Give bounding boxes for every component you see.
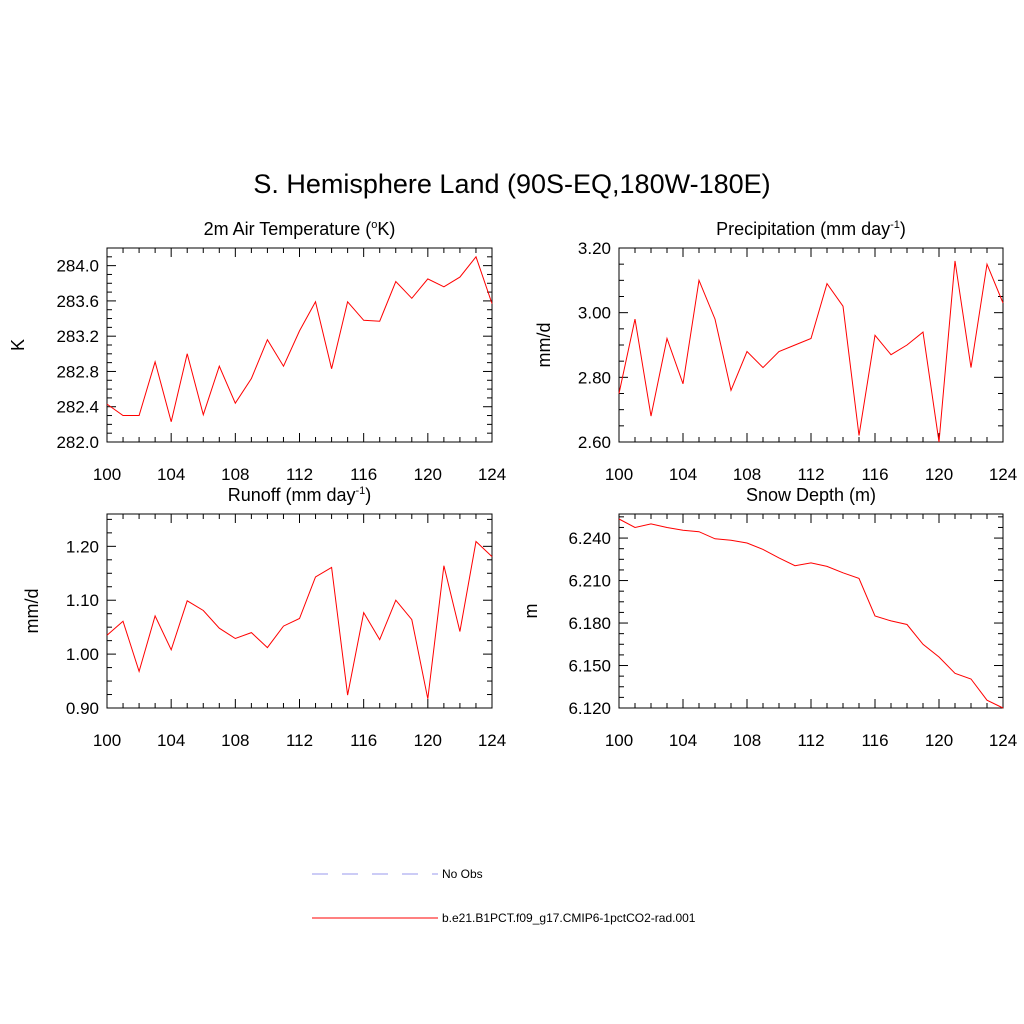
y-axis-label: mm/d [22, 589, 42, 634]
plot-frame [106, 247, 493, 443]
x-tick-label: 116 [350, 465, 377, 484]
y-tick-label: 283.6 [56, 292, 99, 311]
x-tick-label: 108 [221, 731, 249, 750]
y-tick-label: 6.150 [568, 657, 611, 676]
y-axis-label: mm/d [534, 323, 554, 368]
series-line-runoff [106, 540, 493, 699]
x-tick-label: 112 [286, 465, 313, 484]
x-tick-label: 120 [925, 465, 953, 484]
panel-title-snow-depth: Snow Depth (m) [746, 485, 876, 505]
main-title: S. Hemisphere Land (90S-EQ,180W-180E) [253, 169, 770, 199]
chart-panel-precipitation: 100 104 108 112 116 120 124 2.60 2.80 3.00 3.20 mm/… [534, 219, 1017, 484]
x-tick-label: 112 [286, 731, 313, 750]
plot-frame [618, 247, 1004, 443]
panel-title-runoff: Runoff (mm day-1) [228, 485, 372, 505]
x-tick-label: 100 [605, 731, 633, 750]
legend: No Obs b.e21.B1PCT.f09_g17.CMIP6-1pctCO2… [312, 867, 696, 925]
x-tick-label: 124 [989, 465, 1017, 484]
x-tick-label: 124 [478, 465, 506, 484]
x-tick-label: 104 [669, 465, 697, 484]
x-tick-label: 116 [861, 731, 888, 750]
y-tick-label: 284.0 [56, 257, 99, 276]
x-tick-label: 116 [861, 465, 888, 484]
y-tick-label: 1.10 [66, 591, 99, 610]
series-line-precipitation [618, 260, 1004, 443]
x-tick-label: 104 [157, 731, 185, 750]
x-tick-label: 104 [669, 731, 697, 750]
x-tick-label: 120 [414, 731, 442, 750]
y-tick-label: 0.90 [66, 699, 99, 718]
x-tick-label: 124 [478, 731, 506, 750]
y-tick-label: 282.0 [56, 433, 99, 452]
x-tick-label: 108 [733, 465, 761, 484]
y-tick-label: 283.2 [56, 327, 99, 346]
panel-title-precipitation: Precipitation (mm day-1) [716, 219, 906, 239]
y-tick-label: 3.00 [578, 304, 611, 323]
x-tick-label: 112 [797, 465, 824, 484]
y-tick-label: 282.4 [56, 398, 99, 417]
x-tick-label: 100 [93, 731, 121, 750]
y-tick-label: 2.80 [578, 368, 611, 387]
plot-frame [106, 513, 493, 709]
series-line-air-temperature [106, 255, 493, 422]
x-tick-label: 124 [989, 731, 1017, 750]
x-tick-label: 112 [797, 731, 824, 750]
y-tick-label: 6.240 [568, 529, 611, 548]
y-tick-label: 282.8 [56, 362, 99, 381]
panel-title-air-temperature: 2m Air Temperature (oK) [204, 219, 396, 239]
chart-panel-runoff: 100 104 108 112 116 120 124 0.90 1.00 1.10 1.20 mm/… [22, 485, 506, 750]
y-tick-label: 6.180 [568, 614, 611, 633]
x-tick-label: 108 [221, 465, 249, 484]
x-tick-label: 120 [925, 731, 953, 750]
y-tick-label: 6.120 [568, 699, 611, 718]
x-tick-label: 104 [157, 465, 185, 484]
y-tick-label: 2.60 [578, 433, 611, 452]
x-tick-label: 116 [350, 731, 377, 750]
y-axis-label: m [521, 604, 541, 619]
chart-panel-snow-depth: 100 104 108 112 116 120 124 6.120 6.150 6.180 6.21… [521, 485, 1017, 750]
y-tick-label: 1.20 [66, 537, 99, 556]
legend-label-model-run: b.e21.B1PCT.f09_g17.CMIP6-1pctCO2-rad.00… [442, 911, 696, 925]
y-axis-label: K [8, 339, 28, 351]
plot-frame [618, 513, 1004, 709]
x-tick-label: 120 [414, 465, 442, 484]
legend-label-no-obs: No Obs [442, 867, 483, 881]
series-line-snow-depth [618, 518, 1004, 709]
chart-panel-air-temperature: 100 104 108 112 116 120 124 282.0 282.4 282.8 283.… [8, 219, 506, 484]
y-tick-label: 6.210 [568, 572, 611, 591]
y-tick-label: 1.00 [66, 645, 99, 664]
x-tick-label: 108 [733, 731, 761, 750]
x-tick-label: 100 [605, 465, 633, 484]
x-tick-label: 100 [93, 465, 121, 484]
y-tick-label: 3.20 [578, 239, 611, 258]
